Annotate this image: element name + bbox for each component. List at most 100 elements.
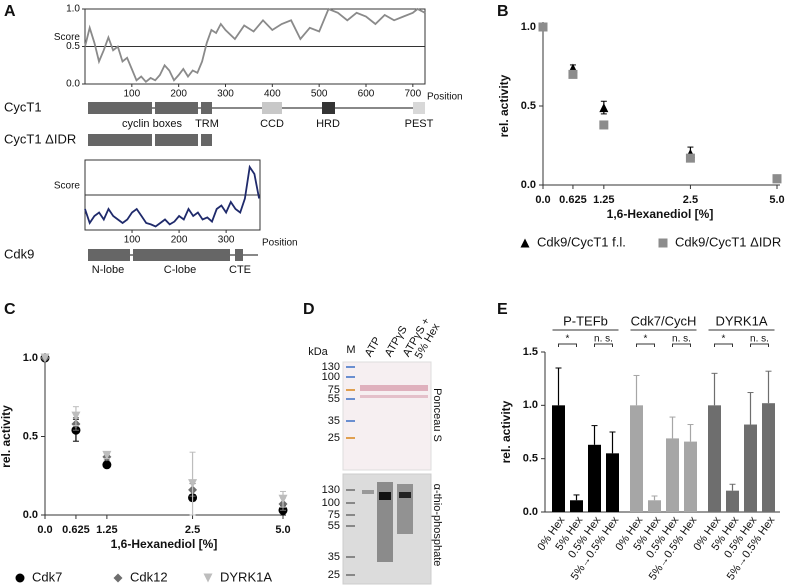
significance-bracket (714, 343, 733, 347)
bar (762, 403, 775, 512)
marker-size: 25 (328, 432, 340, 444)
x-tick-label: 0.0 (37, 524, 52, 536)
marker-size: 25 (328, 569, 340, 581)
legend-marker (520, 238, 530, 248)
band (379, 492, 391, 500)
x-tick-label: 5.0 (769, 194, 784, 206)
significance-bracket (636, 343, 655, 347)
x-tick-label: 300 (217, 89, 234, 100)
point (568, 69, 578, 79)
significance-label: n. s. (594, 334, 613, 345)
x-tick-label: 1.25 (593, 194, 614, 206)
lane-label: ATP (363, 335, 384, 359)
band (362, 490, 374, 494)
band (399, 492, 411, 498)
x-tick-label: 2.5 (185, 524, 200, 536)
significance-bracket (750, 343, 769, 347)
point (71, 411, 81, 421)
group-title: Cdk7/CycH (631, 313, 697, 328)
y-tick-label: 1.0 (66, 4, 80, 15)
y-tick-label: 1.0 (23, 352, 38, 364)
marker-band (346, 489, 355, 491)
group-title: DYRK1A (715, 313, 767, 328)
x-axis-label: 1,6-Hexanediol [%] (111, 537, 218, 551)
marker-band (346, 556, 355, 558)
x-tick-label: 200 (171, 235, 188, 246)
ponceau-membrane (342, 361, 432, 471)
x-tick-label: 300 (218, 235, 235, 246)
protein-name: CycT1 ΔIDR (4, 131, 76, 146)
bar (744, 424, 757, 512)
band (360, 385, 428, 391)
domain (88, 102, 152, 114)
x-tick-label: 5.0 (275, 524, 290, 536)
y-tick-label: 1.0 (523, 399, 538, 411)
x-axis-label: 1,6-Hexanediol [%] (607, 207, 714, 221)
domain-label: N-lobe (92, 264, 124, 276)
domain-label: cyclin boxes (122, 118, 182, 130)
bar (666, 438, 679, 512)
point (102, 450, 112, 460)
panel-label: B (497, 3, 509, 20)
domain (322, 102, 335, 114)
domain-label: CTE (229, 264, 251, 276)
trace (84, 7, 426, 84)
legend-label: Cdk9/CycT1 f.l. (537, 234, 626, 249)
point (772, 174, 782, 184)
y-tick-label: 0.5 (23, 430, 38, 442)
marker-band (346, 366, 355, 368)
point (278, 494, 288, 504)
y-tick-label: 0.5 (521, 100, 536, 112)
x-axis-label: Position (262, 238, 298, 249)
marker-size: 35 (328, 415, 340, 427)
significance-bracket (672, 343, 691, 347)
domain (413, 102, 425, 114)
point (188, 479, 198, 489)
x-tick-label: 0.625 (559, 194, 587, 206)
marker-size: 75 (328, 384, 340, 396)
x-tick-label: 2.5 (683, 194, 698, 206)
marker-lane-label: M (346, 344, 355, 356)
y-axis-label: rel. activity (0, 405, 13, 468)
marker-band (346, 398, 355, 400)
marker-size: 130 (322, 361, 340, 373)
marker-band (346, 376, 355, 378)
point (40, 353, 50, 363)
bar (606, 453, 619, 512)
y-axis-label: rel. activity (497, 74, 511, 137)
significance-label: * (722, 334, 726, 345)
panel-label: A (4, 3, 16, 20)
cdk9-diagram: Cdk9 N-lobe C-lobe CTE (4, 246, 258, 276)
y-tick-label: 1.0 (521, 21, 536, 33)
y-tick-label: 0.5 (66, 41, 80, 52)
domain (235, 249, 243, 261)
domain-label: CCD (260, 118, 284, 130)
legend-marker (113, 573, 123, 583)
marker-size: 55 (328, 520, 340, 532)
y-axis-label: rel. activity (499, 400, 513, 463)
domain (201, 102, 212, 114)
group-title: P-TEFb (563, 313, 608, 328)
x-tick-label: 100 (124, 235, 141, 246)
x-tick-label: 1.25 (96, 524, 117, 536)
y-tick-label: 1.5 (523, 346, 538, 358)
stain-label: α-thio-phosphate (431, 484, 443, 567)
y-tick-label: 0.0 (523, 506, 538, 518)
marker-size: 55 (328, 393, 340, 405)
domain-label: TRM (195, 118, 219, 130)
significance-bracket (594, 343, 613, 347)
unit-label: kDa (308, 346, 328, 358)
point (538, 22, 548, 32)
panel-label: D (303, 301, 315, 318)
marker-size: 35 (328, 551, 340, 563)
bar (726, 490, 739, 512)
point (102, 460, 112, 470)
x-tick-label: 700 (404, 89, 421, 100)
domain (155, 134, 198, 146)
significance-label: * (566, 334, 570, 345)
significance-label: n. s. (672, 334, 691, 345)
band (377, 482, 393, 562)
significance-label: * (644, 334, 648, 345)
bar (570, 500, 583, 512)
x-tick-label: 0.0 (535, 194, 550, 206)
